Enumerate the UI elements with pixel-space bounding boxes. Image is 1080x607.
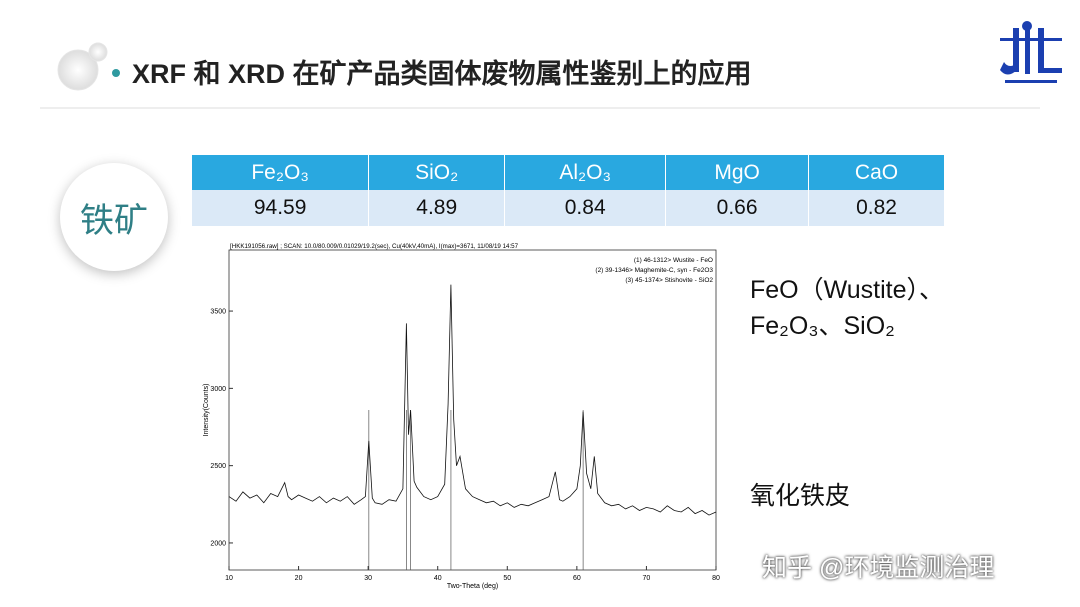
cell: 0.84 [504, 190, 667, 226]
y-axis-label: Intensity(Counts) [203, 384, 210, 437]
header-cell: CaO [808, 155, 945, 190]
cell: 0.82 [808, 190, 945, 226]
header-cell: MgO [665, 155, 810, 190]
legend-entry: (1) 46-1312> Wustite - FeO [634, 257, 713, 264]
side-text: FeO（Wustite）、 [750, 276, 945, 304]
x-tick-label: 80 [712, 575, 720, 582]
xrf-table: Fe₂O₃ SiO₂ Al₂O₃ MgO CaO 94.59 4.89 0.84 0.66 0.8… [192, 155, 945, 226]
y-tick-label: 3500 [210, 309, 226, 316]
x-tick-label: 50 [503, 575, 511, 582]
title: XRF 和 XRD 在矿产品类固体废物属性鉴别上的应用 [132, 59, 752, 89]
chart-bg [200, 238, 736, 594]
x-tick-label: 40 [434, 575, 442, 582]
header-cell: SiO₂ [368, 155, 506, 190]
logo [1000, 21, 1062, 83]
legend-entry: (3) 45-1374> Stishovite - SiO2 [625, 277, 713, 284]
x-tick-label: 10 [225, 575, 233, 582]
y-tick-label: 2000 [210, 540, 226, 547]
cell: 94.59 [192, 190, 370, 226]
badge: 铁矿 [60, 163, 168, 271]
x-axis-label: Two-Theta (deg) [447, 583, 498, 590]
note: 氧化铁皮 [750, 482, 851, 510]
bubble [57, 49, 99, 91]
x-tick-label: 60 [573, 575, 581, 582]
chart-header: [HKK191056.raw] ; SCAN: 10.0/80.009/0.01… [230, 243, 519, 250]
plot-frame [228, 249, 717, 571]
cell: 4.89 [368, 190, 506, 226]
x-tick-label: 70 [643, 575, 651, 582]
header-cell: Fe₂O₃ [192, 155, 370, 190]
x-tick-label: 20 [295, 575, 303, 582]
bubble [88, 42, 108, 62]
cell: 0.66 [665, 190, 810, 226]
y-tick-label: 2500 [210, 463, 226, 470]
header-cell: Al₂O₃ [504, 155, 667, 190]
watermark: 知乎 @环境监测治理 [762, 554, 995, 582]
bullet [112, 69, 120, 77]
legend-entry: (2) 39-1346> Maghemite-C, syn - Fe2O3 [595, 267, 713, 274]
side-text: Fe₂O₃、SiO₂ [750, 312, 895, 340]
y-tick-label: 3000 [210, 386, 226, 393]
x-tick-label: 30 [364, 575, 372, 582]
xrd-pattern [228, 284, 717, 516]
chart: 10 20 30 40 50 60 70 80 2000 2500 3000 3500 [HKK1910… [203, 243, 720, 590]
